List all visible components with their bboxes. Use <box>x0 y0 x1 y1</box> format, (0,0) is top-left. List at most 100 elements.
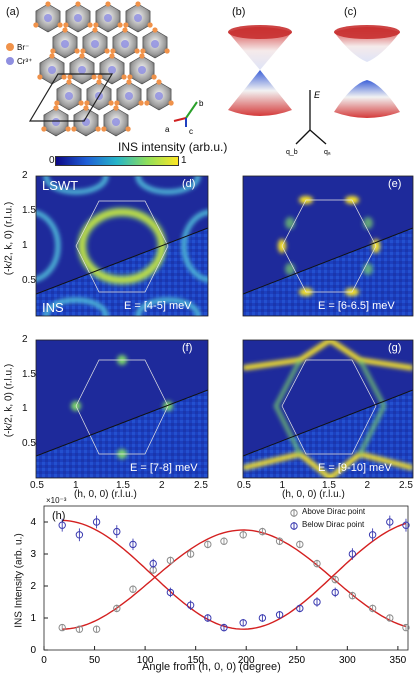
chart-xtick-label: 350 <box>390 655 407 666</box>
chart-legend <box>290 509 298 530</box>
colorbar-max-label: 1 <box>181 155 187 166</box>
map-panel-f <box>36 340 208 478</box>
cr-ion <box>52 118 60 126</box>
map-ytick: 0.5 <box>22 275 36 286</box>
br-ion <box>50 48 56 54</box>
data-point-below <box>402 521 410 529</box>
chart-xtick-label: 200 <box>238 655 255 666</box>
panel-label-h: (h) <box>52 510 66 522</box>
data-point-above <box>275 537 284 545</box>
data-point-above <box>331 575 339 584</box>
br-ion <box>114 100 120 106</box>
br-ion <box>74 48 80 54</box>
ins-maps-figure <box>35 175 414 479</box>
br-ion <box>110 48 116 54</box>
upper-cone-rim-c <box>334 25 400 39</box>
panel-label-f: (f) <box>182 342 193 354</box>
lower-cone-c <box>334 80 400 118</box>
data-point-below <box>258 614 267 622</box>
cr-ion-legend-marker <box>6 57 14 65</box>
legend-label-above: Above Dirac point <box>302 507 366 516</box>
colorbar <box>55 156 179 166</box>
data-point-above <box>113 604 121 613</box>
br-ion <box>151 74 157 80</box>
br-ion <box>95 126 101 132</box>
dirac-cone-figure: E q_b qₐ <box>228 25 400 156</box>
br-ion <box>91 74 97 80</box>
br-ion <box>79 53 85 59</box>
a-axis-label: a <box>165 125 170 134</box>
panel-label-c: (c) <box>344 6 357 18</box>
br-ion <box>61 74 67 80</box>
data-point-above <box>296 540 304 549</box>
br-ion <box>147 22 153 28</box>
cr-ion <box>61 40 69 48</box>
lswt-label: LSWT <box>42 178 79 193</box>
cr-ion <box>108 66 116 74</box>
map-xtick: 1 <box>279 480 286 491</box>
data-point-above <box>368 604 377 613</box>
br-ion <box>138 100 144 106</box>
map-xtick: 1.5 <box>322 480 336 491</box>
data-point-above <box>166 556 175 565</box>
chart-xtick-label: 100 <box>137 655 154 666</box>
br-ion <box>84 100 90 106</box>
data-point-above <box>239 531 247 539</box>
br-ion <box>53 105 59 111</box>
br-ion <box>37 74 43 80</box>
map-ytick: 1 <box>22 403 28 414</box>
chart-ytick-label: 2 <box>30 581 36 592</box>
qa-axis-label: qₐ <box>324 149 331 156</box>
chart-ytick-label: 3 <box>30 549 36 560</box>
cr-ion <box>134 14 142 22</box>
plot-frame <box>43 505 409 651</box>
br-ion <box>75 1 81 7</box>
data-point-below <box>368 531 377 539</box>
br-ion <box>109 53 115 59</box>
br-ion <box>108 100 114 106</box>
upper-cone-rim-b <box>228 25 292 39</box>
panel-label-e: (e) <box>388 178 402 190</box>
data-point-below <box>331 588 339 597</box>
data-point-above <box>129 585 137 593</box>
cr-ion <box>121 40 129 48</box>
chart-xtick-label: 300 <box>339 655 356 666</box>
map-xtick: 1 <box>73 480 79 491</box>
map-xlabel-left: (h, 0, 0) (r.l.u.) <box>74 489 137 500</box>
qb-axis <box>295 129 311 145</box>
data-point-below <box>129 540 137 549</box>
br-ion <box>62 27 68 33</box>
br-ion <box>127 74 133 80</box>
panel-label-g: (g) <box>388 342 402 354</box>
c-axis-label: c <box>189 127 193 136</box>
cr-ion <box>91 40 99 48</box>
br-ion <box>164 48 170 54</box>
map-xtick: 1.5 <box>116 480 130 491</box>
cr-ion <box>138 66 146 74</box>
map-xtick: 2.5 <box>399 480 413 491</box>
chart-ytick-label: 0 <box>30 645 36 656</box>
br-ion <box>63 22 69 28</box>
data-point-above <box>58 623 66 632</box>
cr-ion <box>44 14 52 22</box>
cr-ion <box>151 40 159 48</box>
data-point-below <box>58 521 66 529</box>
br-ion <box>96 79 102 85</box>
energy-label-g: E = [9-10] meV <box>318 462 392 474</box>
br-ion <box>105 1 111 7</box>
br-ion <box>92 27 98 33</box>
map-panel-e <box>243 176 413 316</box>
b-axis-label: b <box>199 99 204 108</box>
br-ion <box>83 105 89 111</box>
data-point-above <box>386 614 394 622</box>
br-ion <box>126 79 132 85</box>
br-ion <box>152 27 158 33</box>
data-point-above <box>348 591 357 600</box>
fit-curve-below <box>62 519 407 630</box>
data-point-above <box>313 559 321 568</box>
br-ion <box>67 74 73 80</box>
chart-xlabel: Angle from (h, 0, 0) (degree) <box>142 661 281 673</box>
br-ion <box>78 100 84 106</box>
chart-xtick-label: 50 <box>89 655 101 666</box>
br-ion <box>113 105 119 111</box>
